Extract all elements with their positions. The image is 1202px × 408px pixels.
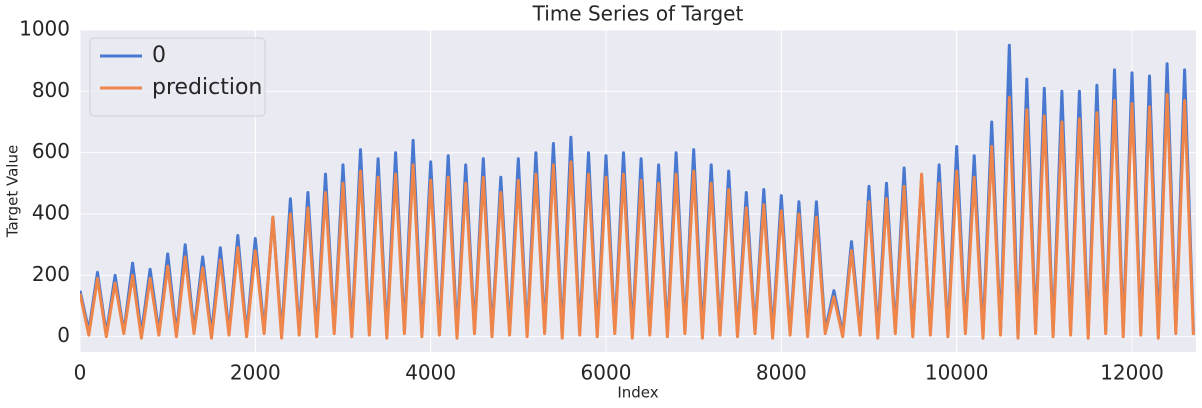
y-tick-label: 400 [32, 201, 70, 225]
series-line [80, 92, 1195, 340]
legend-label: 0 [152, 43, 166, 68]
y-tick-label: 200 [32, 262, 70, 286]
x-tick-label: 12000 [1100, 361, 1164, 385]
y-tick-label: 1000 [19, 17, 70, 41]
x-tick-label: 6000 [581, 361, 632, 385]
x-tick-label: 4000 [405, 361, 456, 385]
x-tick-label: 0 [74, 361, 87, 385]
x-axis-label: Index [617, 384, 658, 402]
y-axis-label: Target Value [4, 145, 22, 238]
x-tick-label: 2000 [230, 361, 281, 385]
y-tick-label: 800 [32, 78, 70, 102]
y-tick-label: 0 [57, 323, 70, 347]
chart-title: Time Series of Target [532, 2, 744, 26]
x-tick-label: 10000 [925, 361, 989, 385]
legend-label: prediction [152, 75, 262, 100]
y-tick-label: 600 [32, 139, 70, 163]
x-tick-label: 8000 [756, 361, 807, 385]
